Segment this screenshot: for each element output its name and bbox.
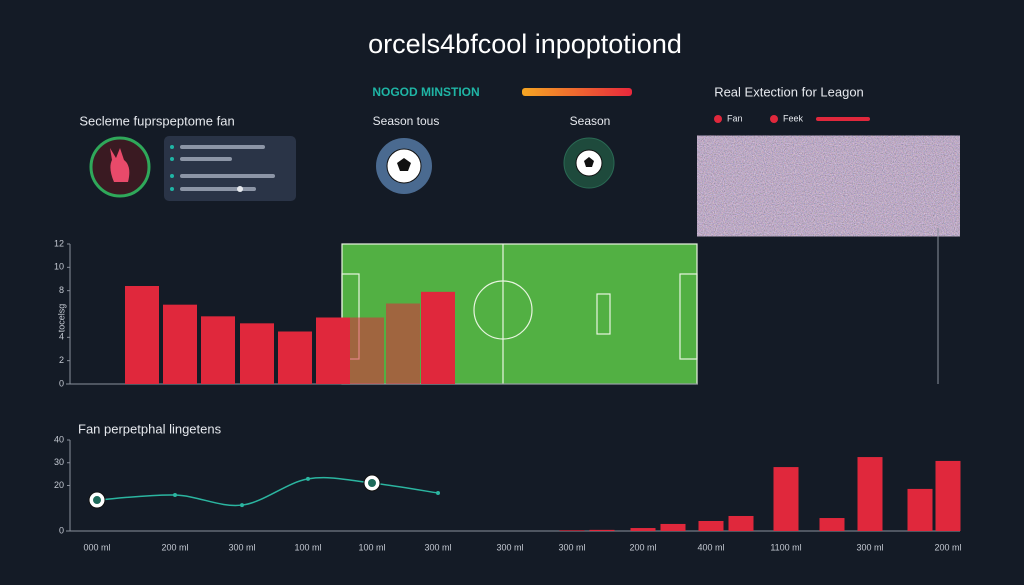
bar [163, 304, 197, 384]
page-title: orcels4bfcool inpoptotiond [368, 29, 682, 59]
chart-title: Fan perpetphal lingetens [78, 421, 222, 436]
line-marker [173, 493, 177, 498]
bar [125, 286, 159, 384]
legend-title: Real Extection for Leagon [714, 84, 864, 99]
y-tick-label: 30 [54, 457, 64, 467]
bar [660, 523, 686, 531]
x-tick-label: 100 ml [294, 542, 321, 552]
bar [589, 529, 615, 531]
x-tick-label: 300 ml [856, 542, 883, 552]
bar [907, 488, 933, 531]
season-label: Season [570, 114, 611, 128]
x-tick-label: 200 ml [934, 542, 961, 552]
y-tick-label: 40 [54, 434, 64, 444]
marker-core [93, 496, 101, 505]
bar [819, 518, 845, 531]
x-tick-label: 300 ml [228, 542, 255, 552]
bar [201, 316, 235, 384]
legend-dot [714, 115, 722, 123]
bar [857, 457, 883, 531]
bar [278, 331, 312, 384]
legend-line [816, 117, 870, 121]
marker-core [368, 478, 376, 487]
y-tick-label: 12 [54, 238, 64, 248]
legend-item: Feek [783, 113, 804, 123]
bar [421, 291, 455, 384]
bar [386, 303, 420, 384]
y-tick-label: 0 [59, 378, 64, 388]
y-tick-label: 10 [54, 262, 64, 272]
y-axis-label: tocelsg [56, 304, 66, 333]
mission-label: NOGOD MINSTION [372, 85, 479, 99]
ball-patch [584, 157, 594, 167]
bar [773, 467, 799, 531]
x-tick-label: 300 ml [424, 542, 451, 552]
x-tick-label: 1100 ml [770, 542, 801, 552]
line-marker [240, 503, 244, 508]
y-tick-label: 4 [59, 332, 64, 342]
line-marker [436, 491, 440, 496]
bar [316, 317, 350, 384]
profile-lines [170, 145, 275, 192]
bar [559, 530, 585, 531]
bar [698, 520, 724, 531]
progress-bar [522, 88, 632, 96]
bar [240, 323, 274, 384]
x-tick-label: 200 ml [161, 542, 188, 552]
ball-patch [397, 158, 411, 171]
x-tick-label: 200 ml [629, 542, 656, 552]
y-tick-label: 2 [59, 355, 64, 365]
x-tick-label: 000 ml [83, 542, 110, 552]
y-tick-label: 20 [54, 480, 64, 490]
x-tick-label: 400 ml [697, 542, 724, 552]
x-tick-label: 300 ml [558, 542, 585, 552]
legend-item: Fan [727, 113, 743, 123]
y-tick-label: 8 [59, 285, 64, 295]
bar [935, 460, 961, 531]
bar [728, 515, 754, 531]
crowd-image [718, 143, 939, 229]
profile-title: Secleme fuprspeptome fan [79, 113, 234, 128]
y-tick-label: 0 [59, 525, 64, 535]
legend-dot [770, 115, 778, 123]
season-tous-label: Season tous [373, 114, 440, 128]
line-marker [306, 476, 310, 481]
x-tick-label: 100 ml [358, 542, 385, 552]
bar [350, 317, 384, 384]
bar [630, 528, 656, 531]
avatar-figure [110, 148, 130, 182]
x-tick-label: 300 ml [496, 542, 523, 552]
profile-card [164, 136, 296, 201]
